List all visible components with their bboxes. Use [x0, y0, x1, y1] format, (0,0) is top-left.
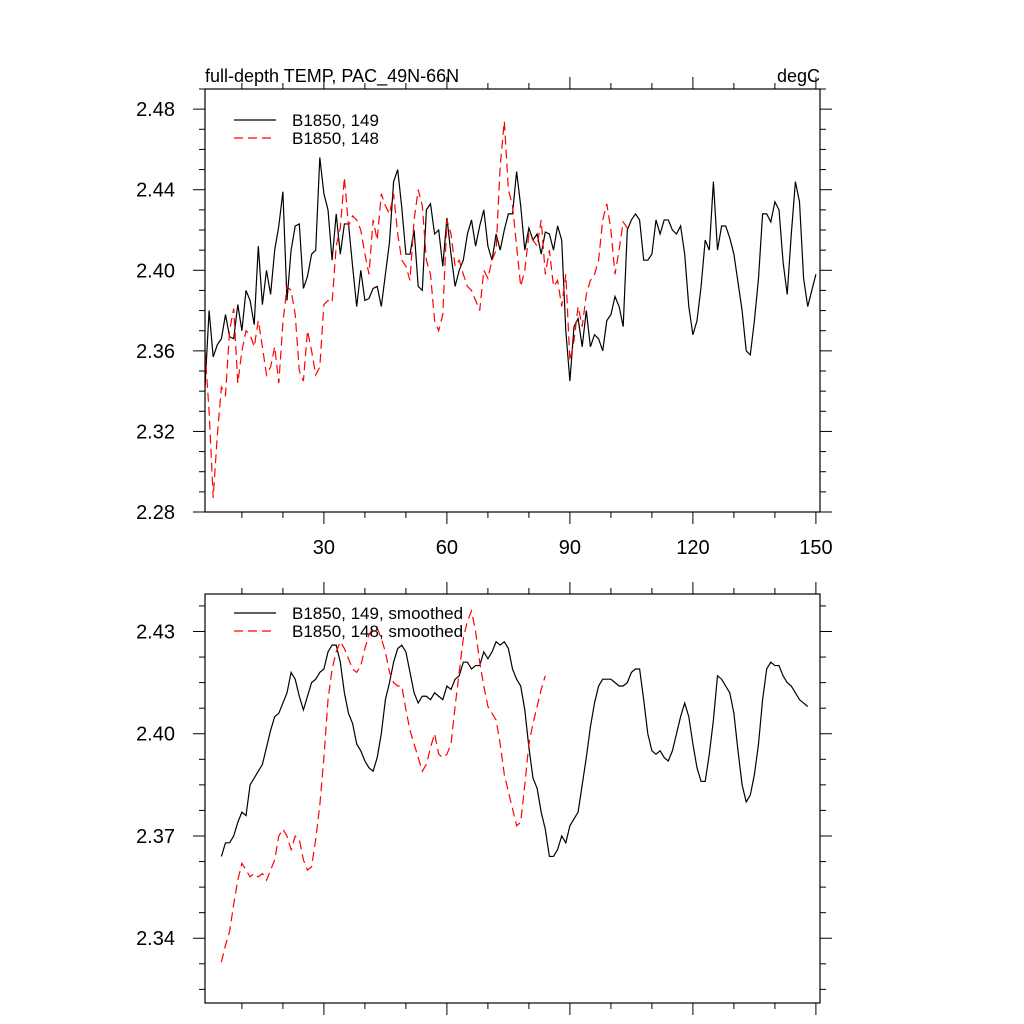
- legend-label-2: B1850, 148, smoothed: [292, 622, 463, 641]
- legend-label-1: B1850, 149, smoothed: [292, 604, 463, 623]
- y-tick-label: 2.48: [136, 99, 175, 121]
- x-tick-label: 150: [799, 537, 832, 559]
- legend-label-1: B1850, 149: [292, 111, 379, 130]
- y-tick-label: 2.40: [136, 724, 175, 746]
- chart-title: full-depth TEMP, PAC_49N-66N: [205, 66, 459, 87]
- x-tick-label: 60: [436, 537, 458, 559]
- bottom-panel: 2.34 2.37 2.40 2.43 B1850, 149, smoothedB185…: [136, 582, 832, 1015]
- y-tick-label: 2.34: [136, 928, 175, 950]
- y-tick-label: 2.44: [136, 180, 175, 202]
- y-tick-label: 2.37: [136, 826, 175, 848]
- y-tick-label: 2.43: [136, 621, 175, 643]
- series-line-1: [220, 640, 809, 858]
- y-tick-label: 2.36: [136, 341, 175, 363]
- y-tick-label: 2.32: [136, 421, 175, 443]
- x-tick-label: 120: [676, 537, 709, 559]
- plot-frame: [204, 593, 821, 1004]
- x-tick-label: 90: [559, 537, 581, 559]
- y-tick-label: 2.40: [136, 260, 175, 282]
- series-line-1: [205, 157, 817, 388]
- units-label: degC: [777, 66, 820, 86]
- plot-frame: [204, 88, 821, 513]
- series-line-2: [205, 121, 628, 498]
- top-panel: 30 60 90 120 150 2.28 2.32 2.36 2.40 2.44 2.48 full…: [136, 66, 833, 559]
- x-tick-label: 30: [313, 537, 335, 559]
- y-tick-label: 2.28: [136, 502, 175, 524]
- legend-label-2: B1850, 148: [292, 129, 379, 148]
- series-line-2: [220, 608, 546, 963]
